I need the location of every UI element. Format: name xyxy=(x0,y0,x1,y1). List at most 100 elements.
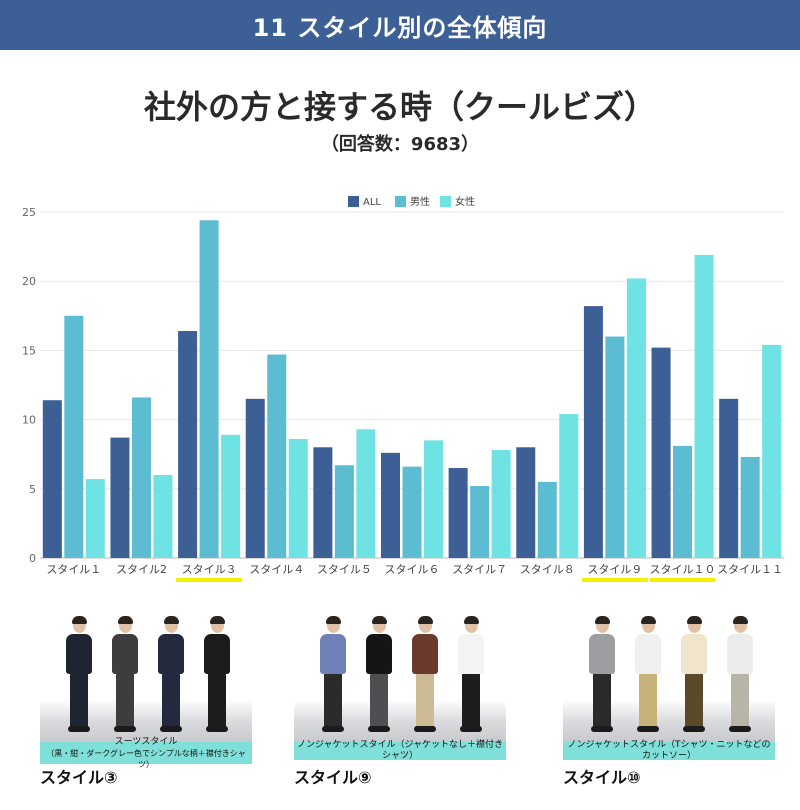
figure-torso xyxy=(458,634,484,674)
x-category-label: スタイル７ xyxy=(452,563,507,576)
bar-female xyxy=(153,474,173,558)
caption-line: （黒・紺・ダークグレー色でシンプルな柄＋襟付きシャツ） xyxy=(46,748,246,769)
highlight-underline xyxy=(176,578,243,582)
figure-hair xyxy=(372,616,387,624)
figure-hair xyxy=(733,616,748,624)
person-figure xyxy=(677,616,711,736)
figure-shoes xyxy=(68,726,90,732)
bar-all xyxy=(42,400,62,558)
legend-label: 女性 xyxy=(455,195,475,208)
style-label-10: スタイル⑩ xyxy=(563,768,641,787)
figure-hair xyxy=(595,616,610,624)
figure-legs xyxy=(162,673,180,728)
bar-female xyxy=(85,479,105,558)
figure-hair xyxy=(464,616,479,624)
bar-all xyxy=(381,452,400,558)
figure-shoes xyxy=(114,726,136,732)
bar-female xyxy=(491,450,511,558)
person-figure xyxy=(316,616,350,736)
x-category-label: スタイル１ xyxy=(46,563,101,576)
bar-male xyxy=(402,466,422,558)
bar-male xyxy=(199,220,219,558)
figure-legs xyxy=(370,673,388,728)
bar-all xyxy=(448,468,468,558)
bar-all xyxy=(313,447,333,558)
bar-all xyxy=(110,437,130,558)
figure-hair xyxy=(326,616,341,624)
figure-legs xyxy=(685,673,703,728)
bar-all xyxy=(583,306,603,558)
legend-label: ALL xyxy=(363,197,381,208)
bar-male xyxy=(537,481,557,558)
person-figure xyxy=(108,616,142,736)
person-figure xyxy=(200,616,234,736)
figure-torso xyxy=(204,634,230,674)
bar-all xyxy=(516,447,536,558)
figure-torso xyxy=(635,634,661,674)
bar-male xyxy=(740,456,760,558)
bar-all xyxy=(719,398,739,558)
figure-legs xyxy=(208,673,226,728)
figure-torso xyxy=(320,634,346,674)
figure-torso xyxy=(412,634,438,674)
figure-shoes xyxy=(414,726,436,732)
figure-hair xyxy=(72,616,87,624)
bar-male xyxy=(131,397,151,558)
bar-female xyxy=(221,434,241,558)
bar-all xyxy=(245,398,265,558)
figure-legs xyxy=(639,673,657,728)
figure-shoes xyxy=(683,726,705,732)
bar-male xyxy=(673,445,693,558)
caption-line: スーツスタイル xyxy=(114,736,178,747)
highlight-underline xyxy=(581,578,648,582)
photo-panel-style3 xyxy=(40,600,252,742)
x-category-label: スタイル４ xyxy=(249,563,304,576)
caption-style10: ノンジャケットスタイル（Tシャツ・ニットなどのカットソー） xyxy=(563,740,775,761)
figure-shoes xyxy=(322,726,344,732)
x-category-label: スタイル2 xyxy=(116,563,167,576)
style-label-3: スタイル③ xyxy=(40,768,118,787)
person-figure xyxy=(154,616,188,736)
x-category-label: スタイル８ xyxy=(520,563,575,576)
x-category-label: スタイル９ xyxy=(587,563,642,576)
figure-shoes xyxy=(160,726,182,732)
x-category-label: スタイル１１ xyxy=(717,563,783,576)
figure-hair xyxy=(164,616,179,624)
bar-female xyxy=(288,438,308,558)
figure-legs xyxy=(324,673,342,728)
figure-torso xyxy=(366,634,392,674)
figure-torso xyxy=(727,634,753,674)
y-tick-label: 0 xyxy=(29,552,36,565)
figure-torso xyxy=(112,634,138,674)
bar-male xyxy=(334,465,354,558)
photo-panel-style9 xyxy=(294,600,506,742)
bar-female xyxy=(762,344,782,558)
bar-all xyxy=(178,331,198,558)
header-bar: 11 スタイル別の全体傾向 xyxy=(0,0,800,50)
person-figure xyxy=(62,616,96,736)
main-title: 社外の方と接する時（クールビズ） xyxy=(143,88,656,126)
x-category-label: スタイル３ xyxy=(182,563,237,576)
person-figure xyxy=(631,616,665,736)
y-tick-label: 10 xyxy=(22,414,36,427)
y-tick-label: 25 xyxy=(22,206,36,219)
photo-panel-style10 xyxy=(563,600,775,742)
figure-torso xyxy=(66,634,92,674)
sub-title: （回答数：9683） xyxy=(320,134,480,155)
caption-line: ノンジャケットスタイル（ジャケットなし＋襟付きシャツ） xyxy=(296,740,504,761)
figure-legs xyxy=(416,673,434,728)
x-category-label: スタイル１０ xyxy=(650,563,716,576)
bar-female xyxy=(559,414,579,558)
legend-label: 男性 xyxy=(410,195,430,208)
figure-legs xyxy=(70,673,88,728)
header-title: 11 スタイル別の全体傾向 xyxy=(252,13,548,42)
y-tick-label: 5 xyxy=(29,483,36,496)
figure-torso xyxy=(589,634,615,674)
caption-line: ノンジャケットスタイル（Tシャツ・ニットなどのカットソー） xyxy=(567,740,771,761)
caption-style9: ノンジャケットスタイル（ジャケットなし＋襟付きシャツ） xyxy=(294,740,506,761)
figure-shoes xyxy=(460,726,482,732)
figure-legs xyxy=(462,673,480,728)
figure-legs xyxy=(116,673,134,728)
bar-female xyxy=(626,278,646,558)
figure-hair xyxy=(418,616,433,624)
